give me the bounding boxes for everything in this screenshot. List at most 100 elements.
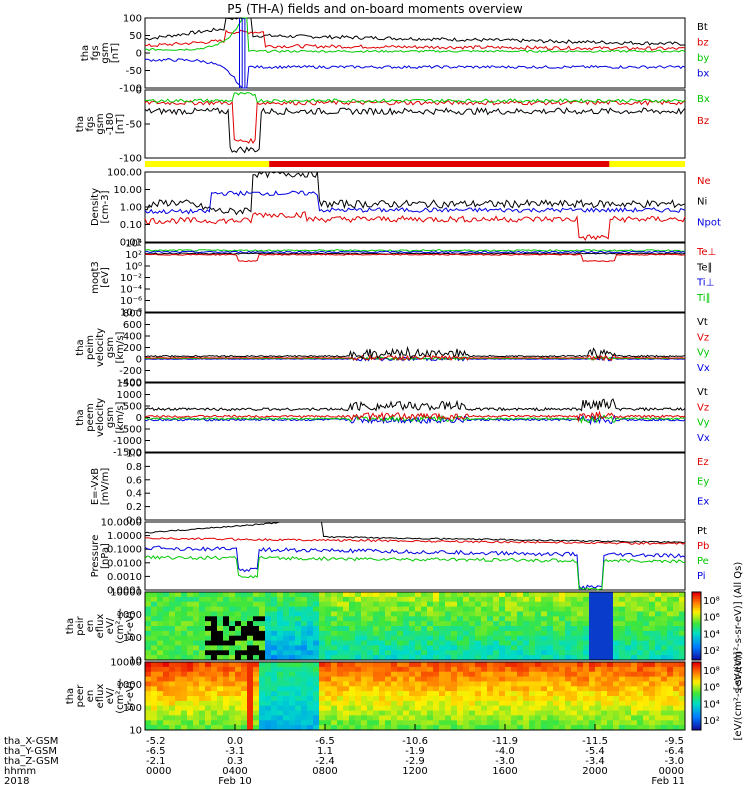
spectrogram-peer-cell	[529, 681, 536, 687]
spectrogram-peir-cell	[571, 596, 578, 603]
spectrogram-peer-cell	[265, 696, 272, 702]
spectrogram-peer-cell	[553, 681, 560, 687]
spectrogram-peir-cell	[457, 630, 464, 637]
spectrogram-peer-cell	[205, 696, 212, 702]
spectrogram-peir	[145, 592, 686, 661]
spectrogram-peer-cell	[373, 705, 380, 712]
spectrogram-peir-cell	[529, 635, 536, 642]
xtick-zgsm-2: -2.4	[315, 756, 335, 767]
spectrogram-peer-cell	[355, 676, 362, 682]
spectrogram-peer-cell	[523, 681, 530, 687]
spectrogram-peir-cell	[523, 601, 530, 608]
spectrogram-peir-cell	[271, 630, 278, 637]
spectrogram-peer-cell	[355, 705, 362, 712]
spectrogram-peer-cell	[247, 671, 254, 678]
spectrogram-peer-cell	[583, 720, 590, 726]
spectrogram-peer-cell	[589, 666, 596, 673]
spectrogram-peer-cell	[481, 696, 488, 702]
spectrogram-peir-cell	[619, 655, 626, 661]
spectrogram-peer-cell	[547, 681, 554, 687]
spectrogram-peer-cell	[361, 686, 368, 692]
spectrogram-peer-cell	[493, 671, 500, 678]
spectrogram-peer-cell	[619, 720, 626, 726]
spectrogram-peer-cell	[523, 671, 530, 678]
spectrogram-peer-cell	[673, 681, 680, 687]
spectrogram-peer-cell	[583, 691, 590, 697]
spectrogram-peer-cell	[457, 720, 464, 726]
spectrogram-peer-cell	[289, 691, 296, 697]
spectrogram-peir-cell	[619, 621, 626, 627]
spectrogram-peir-cell	[625, 635, 632, 642]
spectrogram-peer-cell	[517, 691, 524, 697]
ytick-label-temperature-5: 10⁻⁶	[120, 296, 142, 307]
spectrogram-peir-cell	[259, 626, 266, 632]
spectrogram-peir-cell	[379, 592, 386, 598]
spectrogram-peer-cell	[511, 662, 518, 668]
spectrogram-peir-cell	[277, 606, 284, 612]
ylabel-line-peem_velocity-0: tha	[75, 409, 86, 425]
spectrogram-peer-cell	[439, 700, 446, 707]
colorbar-peer_eflux-cell	[692, 691, 701, 695]
spectrogram-peir-cell	[637, 596, 644, 603]
spectrogram-peir-cell	[301, 635, 308, 642]
spectrogram-peir-cell	[619, 592, 626, 598]
spectrogram-peir-cell	[367, 640, 374, 646]
colorbar-peer_eflux-cell	[692, 707, 701, 711]
spectrogram-peir-cell	[163, 621, 170, 627]
colorbar-peer_eflux-cell	[692, 720, 701, 724]
xtick-xgsm-4: -11.9	[492, 736, 518, 747]
spectrogram-peer-cell	[649, 662, 656, 668]
spectrogram-peir-cell	[523, 616, 530, 622]
spectrogram-peer	[145, 662, 686, 731]
spectrogram-peer-cell	[607, 662, 614, 668]
spectrogram-peer-cell	[649, 686, 656, 692]
spectrogram-peir-cell	[535, 606, 542, 612]
spectrogram-peir-cell	[169, 630, 176, 637]
spectrogram-peer-cell	[409, 725, 416, 731]
legend-temperature-ti∥: Ti∥	[696, 293, 711, 304]
spectrogram-peir-cell	[355, 601, 362, 608]
spectrogram-peir-cell	[181, 640, 188, 646]
spectrogram-peir-cell	[565, 596, 572, 603]
spectrogram-peir-cell	[631, 621, 638, 627]
spectrogram-peir-cell	[283, 635, 290, 642]
spectrogram-peer-cell	[181, 725, 188, 731]
spectrogram-peer-cell	[295, 715, 302, 721]
spectrogram-peir-cell	[589, 626, 596, 632]
spectrogram-peer-cell	[595, 700, 602, 707]
spectrogram-peir-cell	[427, 592, 434, 598]
spectrogram-peir-cell	[577, 655, 584, 661]
spectrogram-peer-cell	[403, 700, 410, 707]
ytick-label-temperature-3: 10⁻²	[120, 273, 142, 284]
spectrogram-peer-cell	[307, 720, 314, 726]
spectrogram-peer-cell	[235, 681, 242, 687]
spectrogram-peer-cell	[415, 715, 422, 721]
spectrogram-peer-cell	[223, 676, 230, 682]
spectrogram-peir-cell	[415, 630, 422, 637]
spectrogram-peer-cell	[337, 700, 344, 707]
spectrogram-peir-cell	[145, 640, 152, 646]
spectrogram-peer-cell	[619, 715, 626, 721]
ytick-label-pressure-0: 10.0000	[101, 518, 142, 529]
legend-efield-ey: Ey	[697, 477, 709, 488]
spectrogram-peir-cell	[457, 650, 464, 656]
spectrogram-peer-cell	[613, 662, 620, 668]
colorbar-label-text-peir_eflux: [eV/(cm²-s-sr-eV)] (All Qs)	[733, 562, 744, 691]
series-pe	[144, 555, 686, 591]
spectrogram-peer-cell	[169, 715, 176, 721]
spectrogram-peir-cell	[637, 626, 644, 632]
spectrogram-peer-cell	[259, 666, 266, 673]
spectrogram-peer-cell	[247, 662, 254, 668]
spectrogram-peer-cell	[565, 715, 572, 721]
spectrogram-peer-cell	[481, 681, 488, 687]
spectrogram-peer-cell	[565, 705, 572, 712]
legend-efield-ez: Ez	[697, 457, 709, 468]
series-teperp	[144, 253, 686, 263]
spectrogram-peir-cell	[283, 616, 290, 622]
spectrogram-peir-cell	[175, 640, 182, 646]
spectrogram-peer-cell	[475, 700, 482, 707]
ylabel-temperature: moqt3 [eV]	[90, 261, 111, 294]
spectrogram-peer-cell	[415, 705, 422, 712]
spectrogram-peer-cell	[415, 696, 422, 702]
spectrogram-peir-cell	[595, 640, 602, 646]
